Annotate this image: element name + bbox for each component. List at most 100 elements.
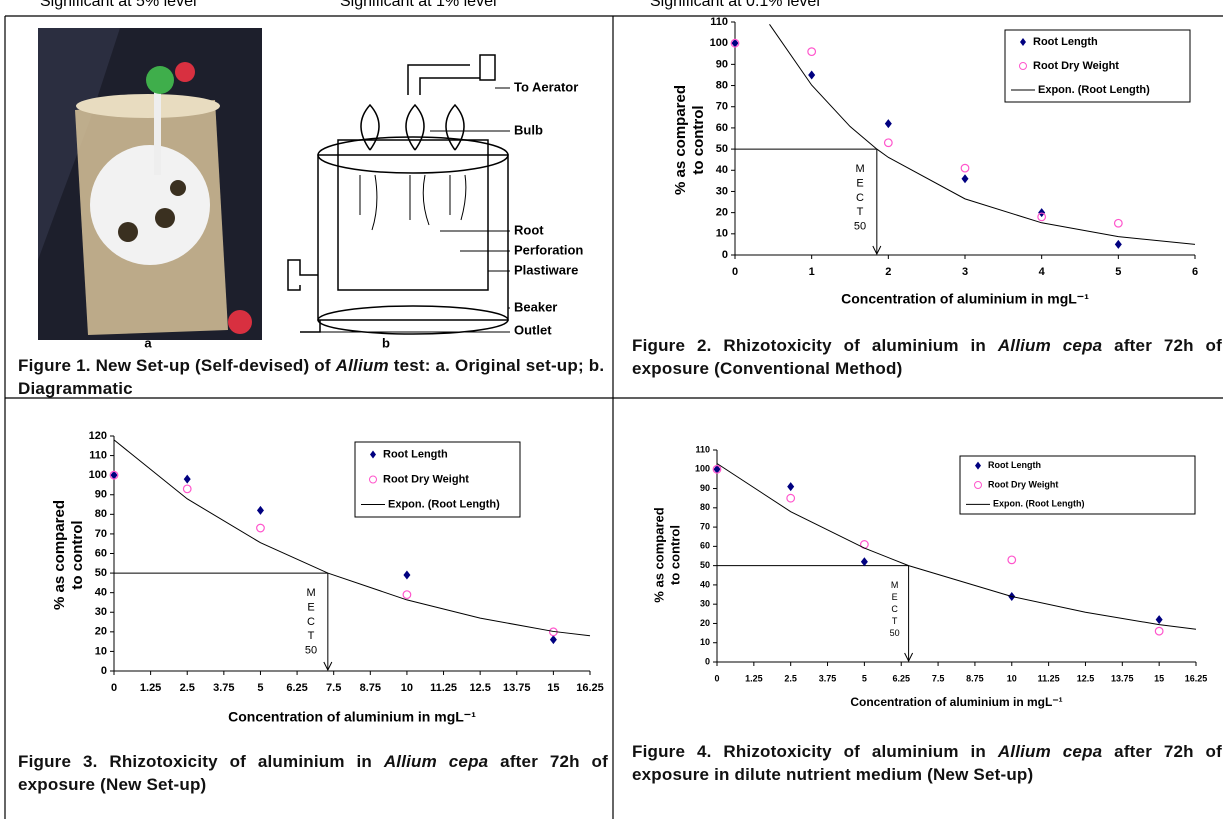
y-tick-label: 40 xyxy=(95,587,107,599)
x-tick-label: 7.5 xyxy=(326,682,341,694)
x-tick-label: 0 xyxy=(714,673,719,683)
panel-label: a xyxy=(144,335,152,350)
arrow-head xyxy=(872,245,882,256)
annotation-label: 50 xyxy=(305,645,317,657)
marker xyxy=(183,474,191,484)
annotation-label: M xyxy=(306,587,315,599)
marker xyxy=(1154,626,1164,636)
y-tick-label: 120 xyxy=(89,430,107,442)
x-tick-label: 10 xyxy=(1007,673,1017,683)
y-tick-label: 100 xyxy=(89,469,107,481)
y-tick-label: 90 xyxy=(716,58,728,70)
diagram-label: Plastiware xyxy=(514,262,578,277)
caption-text: Allium cepa xyxy=(997,336,1103,355)
y-axis-label: to control xyxy=(69,520,86,589)
plastiware xyxy=(337,139,489,291)
x-tick-label: 6.25 xyxy=(286,682,307,694)
annotation-label: T xyxy=(857,206,864,218)
disc xyxy=(90,145,210,265)
diagram-label: Beaker xyxy=(514,299,557,314)
x-tick-label: 6 xyxy=(1192,266,1198,278)
marker xyxy=(1007,555,1017,565)
y-tick-label: 60 xyxy=(716,122,728,134)
caption: Figure 2. Rhizotoxicity of aluminium in … xyxy=(632,334,1222,380)
y-tick-label: 110 xyxy=(710,16,728,28)
tube xyxy=(154,90,161,175)
hole xyxy=(170,180,186,196)
x-tick-label: 4 xyxy=(1039,266,1046,278)
marker xyxy=(109,470,119,480)
annotation-label: M xyxy=(855,163,864,175)
y-tick-label: 100 xyxy=(710,37,728,49)
header-note: Significant at 5% level xyxy=(40,0,197,10)
valve xyxy=(146,66,174,94)
legend-label: Expon. (Root Length) xyxy=(388,498,500,510)
outlet xyxy=(287,259,321,333)
y-tick-label: 20 xyxy=(716,207,728,219)
x-tick-label: 0 xyxy=(732,266,738,278)
x-tick-label: 2 xyxy=(885,266,891,278)
marker xyxy=(1114,239,1122,249)
y-axis-label: to control xyxy=(667,525,682,585)
marker xyxy=(549,635,557,645)
x-tick-label: 11.25 xyxy=(430,682,457,694)
marker xyxy=(712,464,722,474)
x-tick-label: 15 xyxy=(547,682,559,694)
hole xyxy=(118,222,138,242)
valve xyxy=(175,62,195,82)
marker xyxy=(961,174,969,184)
caption-text: Allium cepa xyxy=(383,752,489,771)
x-tick-label: 13.75 xyxy=(1111,673,1134,683)
y-tick-label: 10 xyxy=(700,637,710,647)
x-tick-label: 11.25 xyxy=(1038,673,1060,683)
y-axis-label: % as compared xyxy=(672,85,689,195)
caption-text: Figure 4. Rhizotoxicity of aluminium in xyxy=(632,742,998,761)
marker xyxy=(1155,615,1163,625)
legend-label: Root Length xyxy=(383,448,448,460)
beaker-bottom xyxy=(317,305,509,335)
x-tick-label: 13.75 xyxy=(503,682,531,694)
annotation-label: E xyxy=(892,592,898,602)
legend-key xyxy=(369,475,377,484)
marker xyxy=(713,464,721,474)
x-tick-label: 15 xyxy=(1154,673,1164,683)
y-tick-label: 40 xyxy=(716,164,728,176)
y-tick-label: 10 xyxy=(716,228,728,240)
caption: Figure 1. New Set-up (Self-devised) of A… xyxy=(18,354,608,400)
diagram-labels: To Aerator Bulb Root Perforation Plastiw… xyxy=(144,79,583,350)
legend-label: Root Dry Weight xyxy=(383,473,469,485)
diagram-label: Root xyxy=(514,222,544,237)
annotation-label: 50 xyxy=(854,221,866,233)
marker xyxy=(182,484,192,494)
x-axis-label: Concentration of aluminium in mgL⁻¹ xyxy=(228,709,476,725)
marker xyxy=(730,38,740,48)
marker xyxy=(256,523,265,533)
marker xyxy=(256,505,264,515)
trend-line xyxy=(113,439,591,637)
caption-text: after 72h of exposure (Conventional Meth… xyxy=(632,336,1222,378)
x-tick-label: 3.75 xyxy=(819,673,837,683)
legend-label: Root Dry Weight xyxy=(1033,60,1119,72)
y-tick-label: 0 xyxy=(705,656,710,666)
header-note: Significant at 1% level xyxy=(340,0,497,10)
caption-text: after 72h of exposure in dilute nutrient… xyxy=(632,742,1222,784)
beaker-outline xyxy=(317,154,509,321)
annotation-label: C xyxy=(891,604,898,614)
marker xyxy=(786,493,796,503)
marker xyxy=(860,557,868,567)
y-tick-label: 70 xyxy=(95,528,107,540)
panel-label: b xyxy=(382,335,390,350)
x-tick-label: 1.25 xyxy=(745,673,763,683)
y-tick-label: 110 xyxy=(695,444,710,454)
y-axis-label: to control xyxy=(690,105,707,174)
y-tick-label: 60 xyxy=(700,541,710,551)
caption-text: after 72h of exposure (New Set-up) xyxy=(18,752,608,794)
legend-key xyxy=(1019,62,1027,70)
annotation-label: M xyxy=(891,580,899,590)
x-tick-label: 5 xyxy=(862,673,867,683)
diagram-label: Bulb xyxy=(514,122,543,137)
caption-text: Figure 1. New Set-up (Self-devised) of xyxy=(18,356,336,375)
y-tick-label: 20 xyxy=(700,618,710,628)
valve xyxy=(228,310,252,334)
